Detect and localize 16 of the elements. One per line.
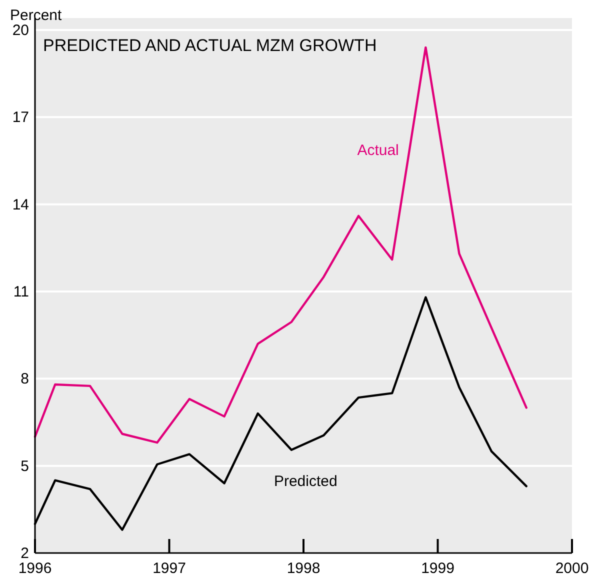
y-tick-label: 11 [13, 284, 29, 300]
x-tick-label: 1998 [286, 560, 320, 577]
y-tick-label: 20 [12, 22, 29, 39]
y-tick-label: 2 [20, 545, 29, 562]
series-label: Actual [357, 142, 399, 159]
y-tick-label: 8 [20, 370, 29, 388]
x-tick-label: 1997 [152, 560, 186, 577]
y-tick-label: 17 [12, 109, 29, 126]
y-tick-label: 14 [12, 196, 29, 214]
y-axis-title: Percent [10, 7, 63, 24]
x-tick-label: 1996 [18, 560, 52, 577]
y-tick-label: 5 [20, 458, 29, 475]
chart-title: PREDICTED AND ACTUAL MZM GROWTH [43, 36, 377, 55]
x-tick-label: 1999 [421, 560, 454, 577]
series-label: Predicted [274, 473, 338, 490]
x-tick-label: 2000 [555, 560, 589, 577]
